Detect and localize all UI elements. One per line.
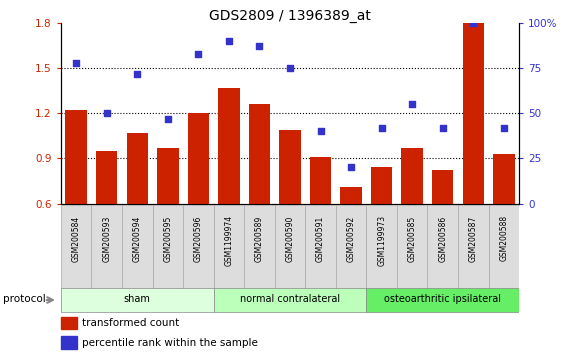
FancyBboxPatch shape: [61, 288, 213, 312]
FancyBboxPatch shape: [367, 205, 397, 289]
Text: GSM1199973: GSM1199973: [377, 215, 386, 267]
Point: [194, 51, 203, 57]
Point: [133, 71, 142, 76]
Bar: [126, 133, 148, 204]
Point: [224, 38, 234, 44]
FancyBboxPatch shape: [183, 205, 213, 289]
Bar: [66, 110, 87, 204]
Point: [469, 20, 478, 26]
FancyBboxPatch shape: [275, 205, 305, 289]
Text: GSM1199974: GSM1199974: [224, 215, 233, 267]
Point: [255, 44, 264, 49]
Point: [377, 125, 386, 131]
Point: [346, 165, 356, 170]
Text: GSM200584: GSM200584: [72, 215, 81, 262]
Point: [408, 101, 417, 107]
Text: GSM200594: GSM200594: [133, 215, 142, 262]
Bar: [61, 317, 77, 329]
Point: [163, 116, 172, 121]
Text: GSM200595: GSM200595: [164, 215, 172, 262]
Point: [499, 125, 509, 131]
Bar: [371, 167, 392, 204]
FancyBboxPatch shape: [458, 205, 488, 289]
Bar: [249, 104, 270, 204]
Bar: [401, 148, 423, 204]
FancyBboxPatch shape: [305, 205, 336, 289]
Text: protocol: protocol: [3, 295, 46, 304]
Bar: [280, 130, 300, 204]
Text: GSM200587: GSM200587: [469, 215, 478, 262]
Point: [71, 60, 81, 65]
Bar: [432, 171, 454, 204]
Text: GDS2809 / 1396389_at: GDS2809 / 1396389_at: [209, 9, 371, 23]
Text: GSM200585: GSM200585: [408, 215, 416, 262]
Point: [316, 129, 325, 134]
Point: [438, 125, 447, 131]
Bar: [61, 336, 77, 349]
Text: percentile rank within the sample: percentile rank within the sample: [82, 338, 258, 348]
Text: GSM200596: GSM200596: [194, 215, 203, 262]
Bar: [493, 154, 514, 204]
Bar: [96, 151, 117, 204]
FancyBboxPatch shape: [367, 288, 519, 312]
Point: [285, 65, 295, 71]
Text: GSM200590: GSM200590: [285, 215, 295, 262]
Text: sham: sham: [124, 295, 151, 304]
Text: transformed count: transformed count: [82, 318, 179, 328]
FancyBboxPatch shape: [213, 288, 367, 312]
FancyBboxPatch shape: [336, 205, 367, 289]
FancyBboxPatch shape: [122, 205, 153, 289]
Bar: [188, 113, 209, 204]
Bar: [463, 23, 484, 204]
FancyBboxPatch shape: [488, 205, 519, 289]
Text: GSM200592: GSM200592: [347, 215, 356, 262]
Bar: [340, 187, 362, 204]
Text: GSM200593: GSM200593: [102, 215, 111, 262]
Text: GSM200589: GSM200589: [255, 215, 264, 262]
Text: GSM200591: GSM200591: [316, 215, 325, 262]
Text: GSM200588: GSM200588: [499, 215, 508, 261]
FancyBboxPatch shape: [213, 205, 244, 289]
Text: osteoarthritic ipsilateral: osteoarthritic ipsilateral: [384, 295, 501, 304]
FancyBboxPatch shape: [427, 205, 458, 289]
FancyBboxPatch shape: [397, 205, 427, 289]
Text: GSM200586: GSM200586: [438, 215, 447, 262]
Point: [102, 110, 111, 116]
Bar: [218, 88, 240, 204]
Bar: [310, 157, 331, 204]
FancyBboxPatch shape: [153, 205, 183, 289]
Bar: [157, 148, 179, 204]
FancyBboxPatch shape: [92, 205, 122, 289]
FancyBboxPatch shape: [61, 205, 92, 289]
Text: normal contralateral: normal contralateral: [240, 295, 340, 304]
FancyBboxPatch shape: [244, 205, 275, 289]
